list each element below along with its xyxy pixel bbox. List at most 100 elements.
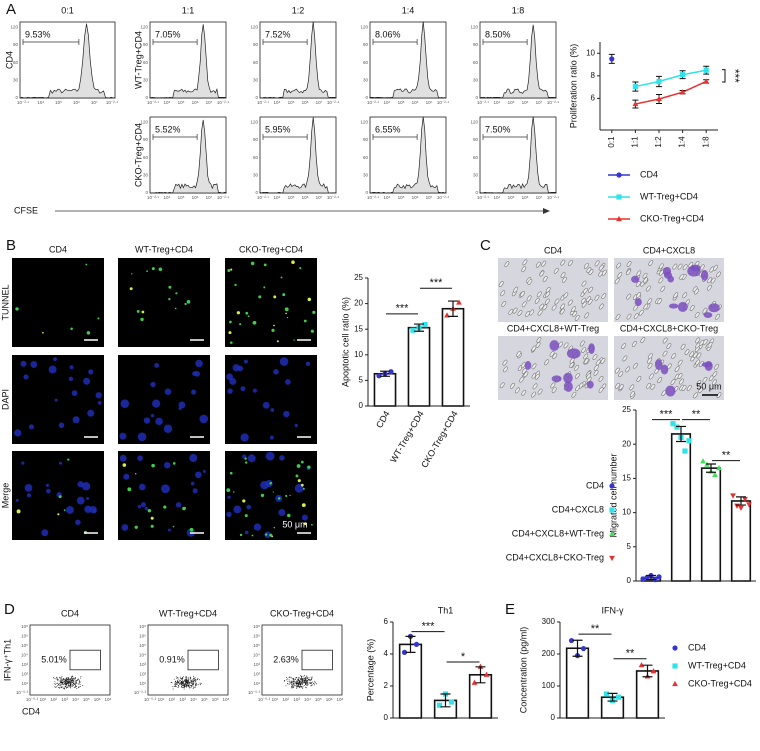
x-tick-label: 10⁻²·¹ <box>257 195 269 200</box>
pore <box>710 277 716 284</box>
event <box>187 685 189 687</box>
pore <box>531 363 537 370</box>
pore <box>633 362 638 369</box>
y-tick-label: 120 <box>140 24 148 29</box>
event <box>70 678 72 680</box>
event <box>65 687 67 689</box>
nucleus <box>83 377 91 385</box>
event <box>296 687 298 689</box>
event <box>189 687 191 689</box>
event <box>298 687 300 689</box>
event <box>77 683 79 685</box>
x-tick-label: 10⁴ <box>72 697 79 702</box>
nucleus <box>270 408 275 412</box>
x-tick-label: 10⁶ <box>522 195 529 200</box>
event <box>184 680 186 682</box>
pore <box>560 303 565 310</box>
event <box>305 682 307 684</box>
series-line <box>635 69 707 88</box>
pore <box>521 266 527 273</box>
pore <box>684 349 690 356</box>
event <box>74 687 76 688</box>
tunnel-spot <box>303 522 307 526</box>
pore <box>529 309 535 316</box>
event <box>194 680 196 682</box>
x-tick-label: CD4 <box>374 409 392 430</box>
event <box>53 678 55 679</box>
event <box>183 684 185 686</box>
x-tick-label: 10⁻²·⁴ <box>547 195 559 200</box>
marker <box>603 691 610 697</box>
marker <box>656 78 662 85</box>
event <box>311 684 313 686</box>
y-tick-label: 30 <box>473 173 479 178</box>
y-tick-label: 90 <box>363 137 369 142</box>
tunnel-spot <box>312 310 316 314</box>
y-tick-label: 25 <box>354 273 363 282</box>
tunnel-spot <box>271 328 275 332</box>
pore <box>520 362 526 369</box>
event <box>60 684 62 686</box>
x-tick-label: 10⁴ <box>164 100 171 105</box>
event <box>68 683 70 685</box>
event <box>78 679 80 681</box>
marker <box>616 215 622 222</box>
y-tick-label: 120 <box>470 119 478 124</box>
event <box>193 682 195 684</box>
legend-label: WT-Treg+CD4 <box>640 191 698 201</box>
pore <box>647 298 653 305</box>
pore <box>646 382 651 389</box>
x-tick-label: 10⁻²·¹ <box>147 195 159 200</box>
pore <box>677 263 683 270</box>
row-label: CD4 <box>4 51 14 69</box>
pore <box>539 270 545 277</box>
pore <box>657 377 662 384</box>
nucleus <box>278 508 286 517</box>
event <box>79 682 81 684</box>
nucleus <box>192 488 198 494</box>
nucleus <box>72 416 80 424</box>
event <box>54 681 56 683</box>
pore <box>534 373 540 380</box>
nucleus <box>150 381 156 388</box>
event <box>192 679 194 681</box>
pore <box>716 271 721 278</box>
event <box>72 676 74 677</box>
histogram-curve <box>149 119 227 194</box>
event <box>192 675 194 677</box>
x-tick-label: 10⁻²·¹ <box>147 100 159 105</box>
y-tick-label: 10⁸ <box>21 624 28 629</box>
tunnel-spot <box>42 331 44 334</box>
pore <box>521 389 527 396</box>
column-header: CD4 <box>49 244 67 254</box>
pore <box>696 380 701 386</box>
pore <box>642 272 648 279</box>
event <box>188 680 190 682</box>
event <box>185 679 187 681</box>
event <box>76 685 78 687</box>
significance: *** <box>430 277 444 289</box>
y-tick-label: 0 <box>365 95 368 100</box>
nucleus <box>199 414 209 424</box>
event <box>68 682 70 684</box>
nucleus <box>273 369 279 375</box>
tunnel-spot <box>251 534 254 537</box>
event <box>288 677 290 679</box>
migrated-cell <box>677 301 688 313</box>
gate <box>262 134 308 140</box>
x-tick-label: 10⁻²·⁴ <box>327 195 339 200</box>
tunnel-spot <box>172 462 176 465</box>
nucleus <box>232 364 240 372</box>
event <box>313 684 315 686</box>
y-tick-label: 120 <box>140 119 148 124</box>
nucleus <box>21 461 25 465</box>
nucleus <box>178 401 186 409</box>
pore <box>552 353 558 359</box>
gate <box>262 39 308 45</box>
event <box>297 682 299 684</box>
event <box>179 683 181 685</box>
x-tick-label: 10⁴ <box>384 100 391 105</box>
x-tick-label: WT-Treg+CD4 <box>388 409 426 464</box>
pore <box>629 391 635 397</box>
event <box>80 677 82 679</box>
